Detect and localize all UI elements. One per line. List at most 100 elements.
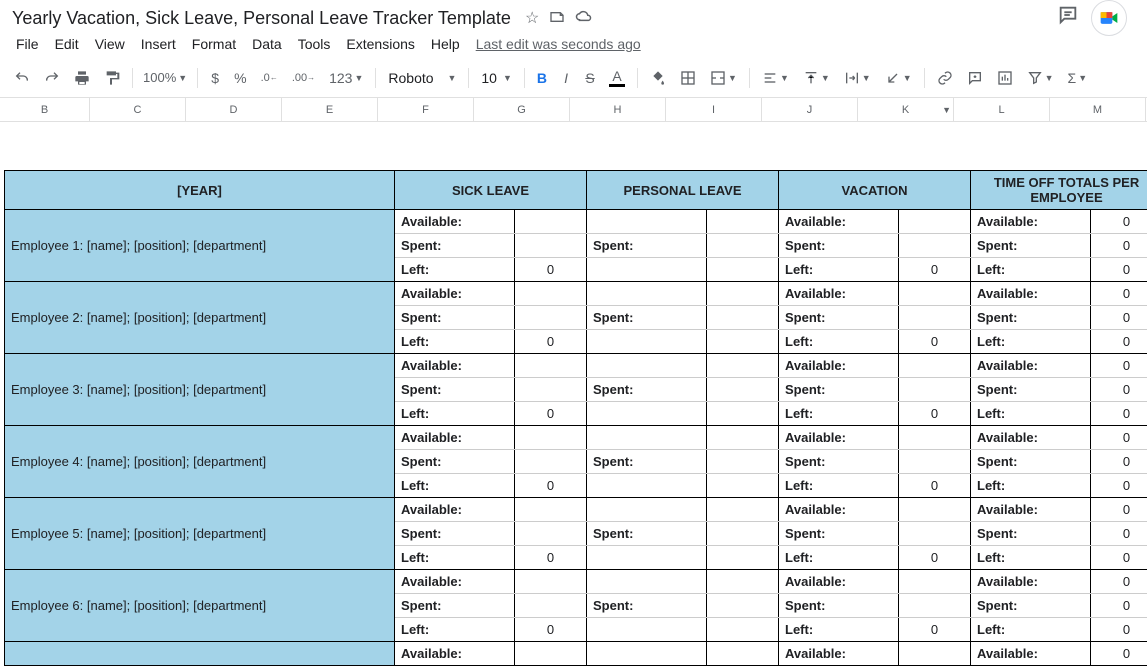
vacation-available-label[interactable]: Available: [779, 282, 899, 306]
vacation-spent-label[interactable]: Spent: [779, 234, 899, 258]
vacation-left-label[interactable]: Left: [779, 546, 899, 570]
totals-left-value[interactable]: 0 [1091, 258, 1147, 282]
header-sick-leave[interactable]: SICK LEAVE [395, 171, 587, 210]
sick-available-label[interactable]: Available: [395, 498, 515, 522]
totals-spent-label[interactable]: Spent: [971, 306, 1091, 330]
cloud-icon[interactable] [575, 9, 593, 28]
totals-spent-value[interactable]: 0 [1091, 234, 1147, 258]
leave-tracker-table[interactable]: [YEAR] SICK LEAVE PERSONAL LEAVE VACATIO… [4, 170, 1147, 666]
vacation-left-label[interactable]: Left: [779, 330, 899, 354]
personal-available-label[interactable] [587, 642, 707, 666]
column-header-d[interactable]: D [186, 98, 282, 121]
vacation-available-label[interactable]: Available: [779, 210, 899, 234]
column-header-h[interactable]: H [570, 98, 666, 121]
sick-spent-label[interactable]: Spent: [395, 378, 515, 402]
sick-left-label[interactable]: Left: [395, 402, 515, 426]
totals-available-label[interactable]: Available: [971, 282, 1091, 306]
vacation-available-label[interactable]: Available: [779, 642, 899, 666]
personal-spent-value[interactable] [707, 378, 779, 402]
sick-spent-value[interactable] [515, 594, 587, 618]
increase-decimal-button[interactable]: .00→ [286, 68, 321, 88]
totals-spent-label[interactable]: Spent: [971, 378, 1091, 402]
sick-available-label[interactable]: Available: [395, 282, 515, 306]
column-header-i[interactable]: I [666, 98, 762, 121]
sick-spent-value[interactable] [515, 234, 587, 258]
last-edit-link[interactable]: Last edit was seconds ago [476, 36, 641, 52]
column-header-f[interactable]: F [378, 98, 474, 121]
vacation-available-value[interactable] [899, 642, 971, 666]
totals-spent-value[interactable]: 0 [1091, 594, 1147, 618]
employee-cell[interactable]: Employee 1: [name]; [position]; [departm… [5, 210, 395, 282]
personal-blank-label[interactable] [587, 570, 707, 594]
sick-left-label[interactable]: Left: [395, 546, 515, 570]
totals-spent-value[interactable]: 0 [1091, 306, 1147, 330]
vacation-spent-value[interactable] [899, 450, 971, 474]
totals-left-value[interactable]: 0 [1091, 330, 1147, 354]
employee-cell[interactable]: Employee 2: [name]; [position]; [departm… [5, 282, 395, 354]
decrease-decimal-button[interactable]: .0← [255, 68, 284, 88]
personal-spent-label[interactable]: Spent: [587, 234, 707, 258]
sick-left-value[interactable]: 0 [515, 330, 587, 354]
vacation-left-label[interactable]: Left: [779, 618, 899, 642]
meet-button[interactable] [1091, 0, 1127, 36]
totals-left-label[interactable]: Left: [971, 618, 1091, 642]
employee-cell[interactable] [5, 642, 395, 666]
totals-left-label[interactable]: Left: [971, 402, 1091, 426]
column-header-k[interactable]: K▼ [858, 98, 954, 121]
personal-spent-label[interactable]: Spent: [587, 306, 707, 330]
font-size-select[interactable]: 10▼ [475, 66, 518, 90]
vacation-left-value[interactable]: 0 [899, 618, 971, 642]
menu-data[interactable]: Data [244, 32, 290, 56]
totals-spent-label[interactable]: Spent: [971, 594, 1091, 618]
horizontal-align-button[interactable]: ▼ [756, 66, 795, 90]
totals-available-label[interactable]: Available: [971, 570, 1091, 594]
menu-view[interactable]: View [87, 32, 133, 56]
vacation-spent-value[interactable] [899, 378, 971, 402]
personal-spent-value[interactable] [707, 522, 779, 546]
personal-blank-value[interactable] [707, 546, 779, 570]
zoom-select[interactable]: 100%▼ [139, 66, 191, 89]
italic-button[interactable]: I [555, 66, 577, 90]
personal-blank-value[interactable] [707, 618, 779, 642]
totals-available-value[interactable]: 0 [1091, 570, 1147, 594]
vacation-left-label[interactable]: Left: [779, 258, 899, 282]
column-header-g[interactable]: G [474, 98, 570, 121]
vacation-spent-value[interactable] [899, 594, 971, 618]
sick-spent-label[interactable]: Spent: [395, 450, 515, 474]
personal-blank-value[interactable] [707, 258, 779, 282]
redo-button[interactable] [38, 66, 66, 90]
personal-blank-label[interactable] [587, 498, 707, 522]
sick-spent-label[interactable]: Spent: [395, 306, 515, 330]
menu-extensions[interactable]: Extensions [338, 32, 422, 56]
currency-button[interactable]: $ [204, 66, 226, 90]
personal-blank-value[interactable] [707, 402, 779, 426]
totals-available-value[interactable]: 0 [1091, 498, 1147, 522]
personal-blank-label[interactable] [587, 618, 707, 642]
vacation-spent-label[interactable]: Spent: [779, 450, 899, 474]
column-k-dropdown-icon[interactable]: ▼ [942, 105, 951, 115]
totals-left-label[interactable]: Left: [971, 258, 1091, 282]
vacation-left-value[interactable]: 0 [899, 546, 971, 570]
vacation-available-value[interactable] [899, 282, 971, 306]
personal-blank-label[interactable] [587, 330, 707, 354]
paint-format-button[interactable] [98, 66, 126, 90]
vacation-available-label[interactable]: Available: [779, 570, 899, 594]
sick-spent-value[interactable] [515, 450, 587, 474]
personal-available-value[interactable] [707, 642, 779, 666]
sick-left-value[interactable]: 0 [515, 618, 587, 642]
totals-available-value[interactable]: 0 [1091, 426, 1147, 450]
vacation-spent-value[interactable] [899, 234, 971, 258]
employee-cell[interactable]: Employee 6: [name]; [position]; [departm… [5, 570, 395, 642]
personal-blank-label[interactable] [587, 474, 707, 498]
vacation-left-value[interactable]: 0 [899, 402, 971, 426]
personal-spent-label[interactable]: Spent: [587, 594, 707, 618]
menu-format[interactable]: Format [184, 32, 244, 56]
sick-available-value[interactable] [515, 210, 587, 234]
sick-available-value[interactable] [515, 498, 587, 522]
sick-available-value[interactable] [515, 570, 587, 594]
employee-cell[interactable]: Employee 5: [name]; [position]; [departm… [5, 498, 395, 570]
totals-available-value[interactable]: 0 [1091, 282, 1147, 306]
sick-left-label[interactable]: Left: [395, 258, 515, 282]
totals-available-value[interactable]: 0 [1091, 642, 1147, 666]
sick-spent-label[interactable]: Spent: [395, 594, 515, 618]
